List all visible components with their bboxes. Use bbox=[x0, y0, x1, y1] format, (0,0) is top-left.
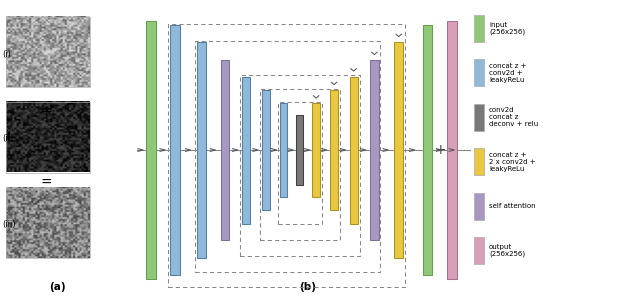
Bar bbox=[474, 148, 484, 175]
Bar bbox=[422, 26, 433, 275]
Bar bbox=[221, 60, 230, 240]
Bar bbox=[278, 102, 322, 224]
Text: conv2d
concat z
deconv + relu: conv2d concat z deconv + relu bbox=[489, 107, 538, 127]
Bar bbox=[394, 42, 403, 258]
Text: +: + bbox=[435, 143, 446, 157]
Bar bbox=[262, 90, 270, 210]
Text: (iii): (iii) bbox=[2, 220, 15, 229]
Bar bbox=[6, 102, 90, 172]
Bar bbox=[474, 193, 484, 220]
Bar bbox=[195, 40, 380, 272]
Bar bbox=[370, 60, 379, 240]
Bar bbox=[330, 90, 338, 210]
Bar bbox=[280, 103, 287, 196]
Bar bbox=[296, 115, 303, 185]
Text: (b): (b) bbox=[299, 282, 316, 292]
Bar bbox=[243, 76, 250, 224]
Bar bbox=[474, 15, 484, 42]
Bar bbox=[474, 237, 484, 264]
Text: =: = bbox=[41, 176, 52, 190]
Bar bbox=[312, 103, 320, 196]
Bar bbox=[170, 26, 180, 275]
Bar bbox=[447, 21, 457, 279]
Bar bbox=[241, 75, 360, 256]
Bar bbox=[474, 104, 484, 131]
Bar bbox=[6, 188, 90, 258]
Text: (ii): (ii) bbox=[2, 134, 13, 143]
Text: (a): (a) bbox=[49, 282, 66, 292]
Text: input
(256x256): input (256x256) bbox=[489, 22, 525, 35]
Text: (i): (i) bbox=[2, 50, 11, 58]
Bar bbox=[6, 16, 90, 87]
Bar bbox=[349, 76, 358, 224]
Text: concat z +
2 x conv2d +
leakyReLu: concat z + 2 x conv2d + leakyReLu bbox=[489, 152, 536, 172]
Text: +: + bbox=[41, 105, 52, 118]
Text: output
(256x256): output (256x256) bbox=[489, 244, 525, 257]
Bar bbox=[260, 88, 340, 240]
Bar bbox=[168, 24, 405, 287]
Bar bbox=[197, 42, 206, 258]
Bar bbox=[147, 21, 156, 279]
Text: concat z +
conv2d +
leakyReLu: concat z + conv2d + leakyReLu bbox=[489, 63, 527, 83]
Bar bbox=[474, 59, 484, 86]
Text: self attention: self attention bbox=[489, 203, 536, 209]
